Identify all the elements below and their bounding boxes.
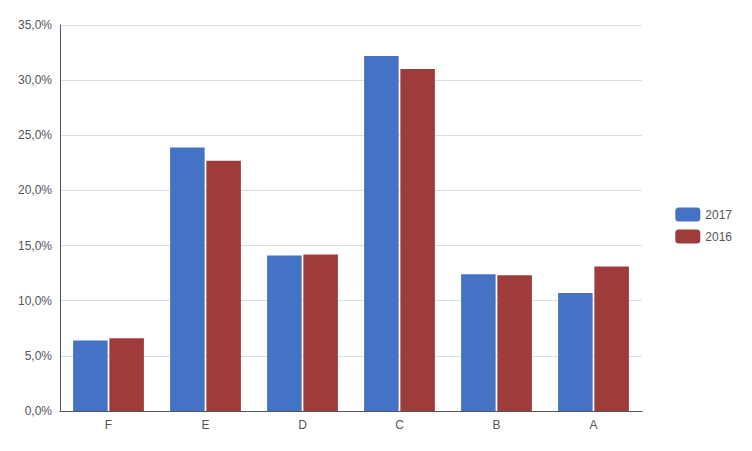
svg-text:D: D [298,418,307,432]
svg-text:35,0%: 35,0% [18,18,52,32]
svg-text:2017: 2017 [705,208,732,222]
svg-text:2016: 2016 [705,230,732,244]
svg-text:0,0%: 0,0% [25,404,53,418]
svg-text:E: E [201,418,209,432]
svg-text:5,0%: 5,0% [25,349,53,363]
svg-text:C: C [395,418,404,432]
svg-text:A: A [589,418,597,432]
svg-text:F: F [105,418,112,432]
svg-text:10,0%: 10,0% [18,294,52,308]
svg-text:15,0%: 15,0% [18,239,52,253]
svg-text:30,0%: 30,0% [18,73,52,87]
svg-text:25,0%: 25,0% [18,128,52,142]
svg-text:20,0%: 20,0% [18,183,52,197]
svg-text:B: B [492,418,500,432]
